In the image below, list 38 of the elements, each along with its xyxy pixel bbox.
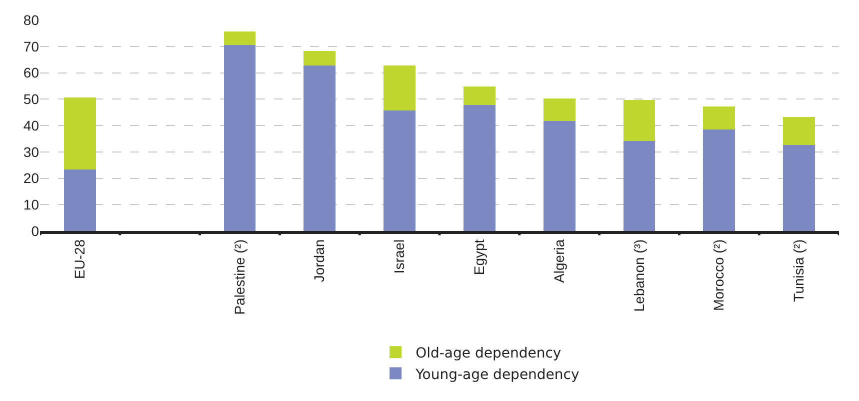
bar bbox=[703, 106, 736, 130]
bar bbox=[623, 140, 656, 231]
x-tick-label: Tunisia (²) bbox=[790, 239, 807, 302]
bar bbox=[463, 105, 496, 231]
x-tick-label: Palestine (²) bbox=[231, 239, 248, 315]
y-tick-label: 10 bbox=[23, 196, 40, 213]
bar bbox=[703, 129, 736, 231]
y-tick-label: 20 bbox=[23, 170, 40, 186]
y-tick-label: 30 bbox=[23, 144, 40, 160]
y-tick-label: 60 bbox=[23, 64, 40, 81]
bar bbox=[64, 97, 96, 170]
legend-label: Old-age dependency bbox=[416, 346, 562, 362]
bar bbox=[304, 66, 336, 231]
bar bbox=[224, 44, 256, 231]
x-tick-label: Algeria bbox=[550, 239, 567, 283]
bar bbox=[783, 116, 816, 146]
y-tick-label: 50 bbox=[23, 91, 40, 108]
bar bbox=[384, 110, 416, 231]
y-tick-label: 40 bbox=[23, 117, 40, 134]
bar bbox=[304, 51, 336, 66]
y-tick-label: 80 bbox=[23, 12, 40, 28]
bar bbox=[224, 31, 256, 45]
x-tick-label: Israel bbox=[391, 239, 408, 274]
bar bbox=[623, 100, 656, 141]
bar bbox=[783, 145, 816, 231]
x-tick-label: Lebanon (³) bbox=[630, 239, 647, 312]
legend-label: Young-age dependency bbox=[414, 366, 580, 383]
bar bbox=[543, 98, 576, 121]
x-tick-label: Jordan bbox=[311, 239, 328, 282]
bar bbox=[543, 120, 576, 231]
x-tick-label: EU-28 bbox=[72, 239, 88, 280]
bar bbox=[64, 170, 96, 231]
bar bbox=[463, 86, 496, 106]
x-tick-label: Egypt bbox=[471, 239, 487, 276]
y-tick-label: 70 bbox=[23, 38, 40, 54]
x-tick-label: Morocco (²) bbox=[710, 239, 727, 311]
bar bbox=[384, 66, 416, 111]
y-tick-label: 0 bbox=[31, 222, 40, 239]
